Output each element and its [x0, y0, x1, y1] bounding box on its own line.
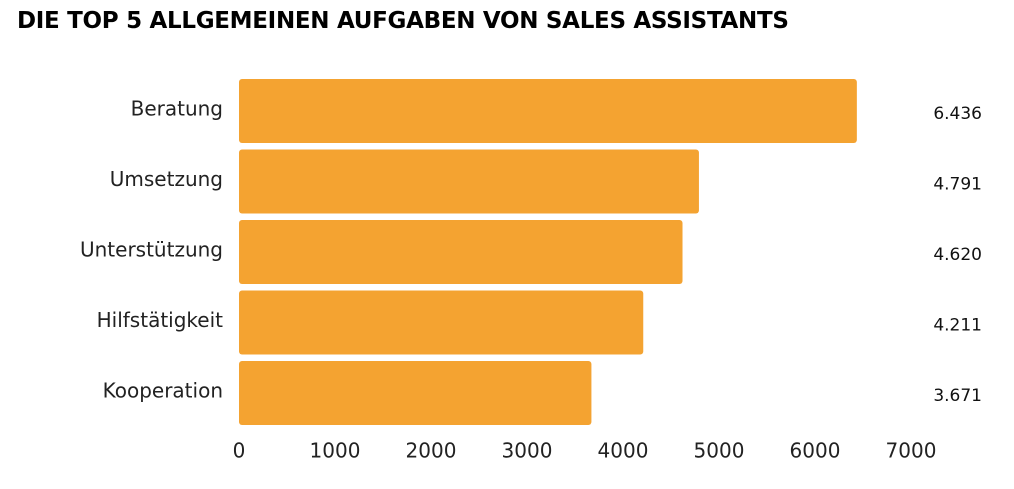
value-label: 3.671	[933, 386, 982, 406]
category-label: Kooperation	[103, 379, 223, 403]
x-tick-label: 5000	[694, 439, 745, 463]
bar-umsetzung	[239, 149, 699, 214]
x-tick-label: 0	[233, 439, 246, 463]
x-axis-ticks: 0 1000 2000 3000 4000 5000 6000 7000	[233, 439, 937, 463]
value-label: 6.436	[933, 104, 982, 124]
bars-group	[239, 79, 857, 425]
bar-kooperation	[239, 361, 592, 425]
value-label: 4.211	[933, 316, 982, 336]
x-tick-label: 7000	[886, 439, 937, 463]
value-labels: 6.436 4.791 4.620 4.211 3.671	[933, 104, 982, 406]
category-label: Hilfstätigkeit	[97, 308, 224, 332]
category-label: Umsetzung	[110, 167, 223, 191]
bar-hilfstätigkeit	[239, 290, 644, 355]
category-label: Beratung	[131, 97, 223, 121]
value-label: 4.791	[933, 175, 982, 195]
x-tick-label: 6000	[790, 439, 841, 463]
value-label: 4.620	[933, 245, 982, 265]
x-tick-label: 2000	[406, 439, 457, 463]
bar-beratung	[239, 79, 857, 143]
category-labels: Beratung Umsetzung Unterstützung Hilfstätig…	[80, 97, 223, 403]
x-tick-label: 3000	[502, 439, 553, 463]
x-tick-label: 1000	[310, 439, 361, 463]
category-label: Unterstützung	[80, 238, 223, 262]
bar-unterstützung	[239, 220, 683, 284]
x-tick-label: 4000	[598, 439, 649, 463]
chart-title: DIE TOP 5 ALLGEMEINEN AUFGABEN VON SALES…	[17, 8, 789, 34]
